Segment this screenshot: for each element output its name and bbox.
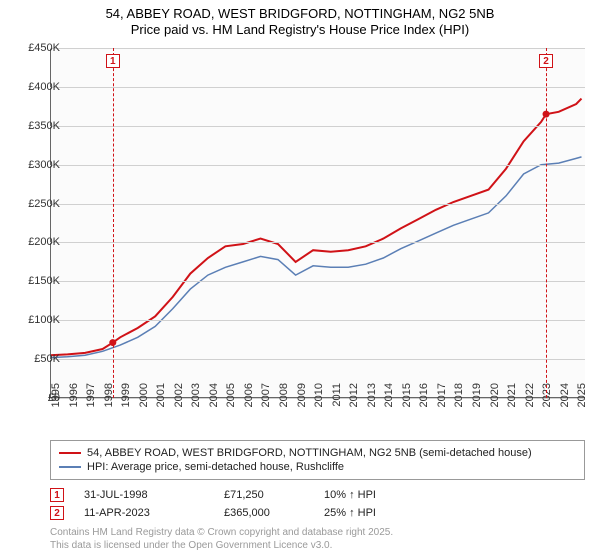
x-tick-label: 2024 — [559, 383, 571, 413]
annotation-date: 11-APR-2023 — [84, 507, 204, 519]
y-tick-label: £200K — [10, 236, 60, 248]
x-tick-label: 2013 — [366, 383, 378, 413]
annotation-vline — [546, 48, 547, 398]
copyright-line: This data is licensed under the Open Gov… — [50, 539, 585, 552]
x-tick-label: 2022 — [524, 383, 536, 413]
series-line-hpi — [50, 157, 582, 358]
y-tick-label: £150K — [10, 275, 60, 287]
annotation-table: 1 31-JUL-1998 £71,250 10% ↑ HPI 2 11-APR… — [50, 486, 585, 522]
annotation-vline — [113, 48, 114, 398]
annotation-marker: 1 — [106, 54, 120, 68]
x-tick-label: 2011 — [331, 383, 343, 413]
x-tick-label: 2019 — [471, 383, 483, 413]
hgrid-line — [50, 242, 585, 243]
x-tick-label: 2014 — [383, 383, 395, 413]
y-tick-label: £50K — [10, 353, 60, 365]
x-tick-label: 2002 — [173, 383, 185, 413]
x-tick-label: 2012 — [348, 383, 360, 413]
x-tick-label: 2023 — [541, 383, 553, 413]
x-tick-label: 1996 — [68, 383, 80, 413]
x-tick-label: 1997 — [85, 383, 97, 413]
legend-row: 54, ABBEY ROAD, WEST BRIDGFORD, NOTTINGH… — [59, 446, 576, 460]
x-tick-label: 2018 — [453, 383, 465, 413]
x-tick-label: 2017 — [436, 383, 448, 413]
x-tick-label: 2007 — [260, 383, 272, 413]
title-line-1: 54, ABBEY ROAD, WEST BRIDGFORD, NOTTINGH… — [0, 6, 600, 22]
x-tick-label: 1999 — [120, 383, 132, 413]
hgrid-line — [50, 87, 585, 88]
x-tick-label: 2020 — [489, 383, 501, 413]
y-tick-label: £300K — [10, 159, 60, 171]
legend-swatch — [59, 452, 81, 454]
figure-container: 54, ABBEY ROAD, WEST BRIDGFORD, NOTTINGH… — [0, 0, 600, 560]
x-tick-label: 2010 — [313, 383, 325, 413]
x-tick-label: 2005 — [225, 383, 237, 413]
hgrid-line — [50, 281, 585, 282]
y-tick-label: £400K — [10, 81, 60, 93]
hgrid-line — [50, 165, 585, 166]
x-tick-label: 2015 — [401, 383, 413, 413]
x-tick-label: 2001 — [155, 383, 167, 413]
y-tick-label: £450K — [10, 42, 60, 54]
annotation-badge: 1 — [50, 488, 64, 502]
x-tick-label: 2003 — [190, 383, 202, 413]
x-tick-label: 2025 — [576, 383, 588, 413]
x-tick-label: 2004 — [208, 383, 220, 413]
x-tick-label: 2016 — [418, 383, 430, 413]
x-tick-label: 2006 — [243, 383, 255, 413]
legend-swatch — [59, 466, 81, 468]
title-block: 54, ABBEY ROAD, WEST BRIDGFORD, NOTTINGH… — [0, 0, 600, 39]
annotation-delta: 10% ↑ HPI — [324, 489, 404, 501]
y-tick-label: £250K — [10, 198, 60, 210]
x-tick-label: 2021 — [506, 383, 518, 413]
annotation-marker: 2 — [539, 54, 553, 68]
hgrid-line — [50, 126, 585, 127]
annotation-badge: 2 — [50, 506, 64, 520]
hgrid-line — [50, 359, 585, 360]
legend-row: HPI: Average price, semi-detached house,… — [59, 460, 576, 474]
annotation-table-row: 2 11-APR-2023 £365,000 25% ↑ HPI — [50, 504, 585, 522]
x-tick-label: 2008 — [278, 383, 290, 413]
annotation-table-row: 1 31-JUL-1998 £71,250 10% ↑ HPI — [50, 486, 585, 504]
y-tick-label: £0 — [10, 392, 60, 404]
y-axis-line — [50, 48, 51, 398]
y-tick-label: £350K — [10, 120, 60, 132]
hgrid-line — [50, 204, 585, 205]
footer-block: 54, ABBEY ROAD, WEST BRIDGFORD, NOTTINGH… — [50, 440, 585, 552]
series-line-price_paid — [50, 99, 582, 356]
y-tick-label: £100K — [10, 314, 60, 326]
legend-label: 54, ABBEY ROAD, WEST BRIDGFORD, NOTTINGH… — [87, 447, 532, 459]
x-tick-label: 2009 — [296, 383, 308, 413]
legend-label: HPI: Average price, semi-detached house,… — [87, 461, 344, 473]
chart-area: 1995199619971998199920002001200220032004… — [50, 48, 585, 398]
annotation-delta: 25% ↑ HPI — [324, 507, 404, 519]
copyright-line: Contains HM Land Registry data © Crown c… — [50, 526, 585, 539]
line-svg — [50, 48, 585, 398]
legend-box: 54, ABBEY ROAD, WEST BRIDGFORD, NOTTINGH… — [50, 440, 585, 480]
title-line-2: Price paid vs. HM Land Registry's House … — [0, 22, 600, 38]
copyright-block: Contains HM Land Registry data © Crown c… — [50, 526, 585, 552]
hgrid-line — [50, 48, 585, 49]
annotation-date: 31-JUL-1998 — [84, 489, 204, 501]
annotation-price: £365,000 — [224, 507, 304, 519]
x-tick-label: 2000 — [138, 383, 150, 413]
annotation-price: £71,250 — [224, 489, 304, 501]
hgrid-line — [50, 320, 585, 321]
